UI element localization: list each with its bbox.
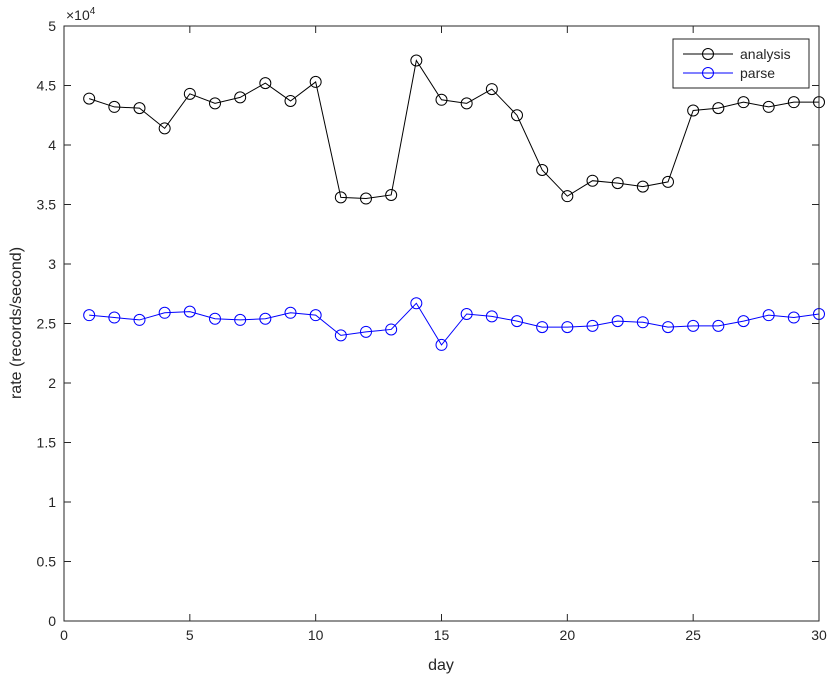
legend-label-analysis: analysis: [740, 46, 791, 62]
data-point-analysis: [712, 102, 725, 115]
data-point-parse: [787, 311, 800, 324]
y-tick-label: 1: [48, 494, 56, 510]
data-point-analysis: [662, 175, 674, 188]
y-tick-label: 3: [48, 256, 56, 272]
data-point-analysis: [309, 75, 322, 88]
data-point-parse: [385, 323, 398, 336]
data-point-analysis: [158, 122, 171, 135]
y-tick-label: 0: [48, 613, 56, 629]
series-line-parse: [89, 302, 820, 346]
data-point-analysis: [334, 191, 347, 204]
data-point-analysis: [83, 92, 96, 105]
y-tick-label: 2.5: [37, 316, 57, 332]
data-point-analysis: [133, 102, 146, 115]
data-point-parse: [712, 319, 725, 332]
series-analysis: [83, 54, 825, 205]
data-point-parse: [133, 313, 146, 326]
data-point-analysis: [385, 188, 398, 201]
y-tick-label: 4.5: [37, 78, 57, 94]
data-point-analysis: [611, 177, 624, 190]
data-point-parse: [611, 315, 624, 328]
data-point-parse: [561, 321, 574, 334]
x-tick-label: 10: [308, 627, 324, 643]
y-tick-label: 0.5: [37, 554, 57, 570]
y-exponent-power: 4: [90, 6, 96, 17]
x-tick-label: 20: [560, 627, 576, 643]
data-point-parse: [762, 309, 775, 322]
data-point-parse: [259, 312, 272, 325]
y-tick-label: 5: [48, 18, 56, 34]
y-axis-label: rate (records/second): [8, 247, 25, 399]
data-point-analysis: [435, 93, 448, 106]
legend-marker-analysis: [702, 48, 714, 60]
x-tick-label: 30: [811, 627, 827, 643]
x-tick-label: 15: [434, 627, 450, 643]
series-line-analysis: [89, 59, 819, 200]
ticks-layer: 0 5 10 15 20 25 30 0 0.5 1 1.5 2 2.5 3 3.5 4 4.5 5: [37, 18, 827, 643]
data-point-parse: [158, 306, 171, 319]
x-axis-label: day: [428, 657, 454, 674]
data-point-analysis: [561, 190, 574, 203]
data-point-parse: [234, 313, 247, 326]
data-point-parse: [334, 329, 347, 342]
data-point-analysis: [183, 87, 196, 100]
data-point-parse: [460, 307, 473, 320]
data-point-analysis: [284, 94, 297, 107]
data-point-analysis: [234, 91, 247, 104]
data-point-parse: [108, 311, 121, 324]
data-point-parse: [662, 321, 674, 334]
data-point-parse: [435, 338, 448, 351]
data-point-analysis: [762, 100, 775, 113]
data-point-parse: [687, 319, 700, 332]
data-point-analysis: [209, 97, 221, 110]
y-tick-label: 4: [48, 137, 56, 153]
data-point-analysis: [787, 96, 800, 109]
data-point-parse: [209, 312, 221, 325]
data-point-parse: [284, 306, 297, 319]
data-point-analysis: [410, 54, 423, 67]
series-layer: [83, 54, 825, 351]
data-point-analysis: [511, 109, 523, 122]
data-point-analysis: [687, 104, 700, 117]
data-point-analysis: [586, 174, 599, 187]
legend-box: [672, 38, 810, 89]
y-exponent-base: ×10: [66, 7, 90, 23]
data-point-parse: [309, 309, 322, 322]
data-point-parse: [737, 315, 750, 328]
x-tick-label: 25: [685, 627, 701, 643]
data-point-analysis: [259, 77, 272, 90]
y-tick-label: 3.5: [37, 197, 57, 213]
data-point-analysis: [737, 96, 750, 109]
data-point-analysis: [636, 180, 649, 193]
data-point-parse: [636, 316, 649, 329]
data-point-parse: [586, 319, 599, 332]
legend-marker-parse: [702, 67, 714, 79]
legend-label-parse: parse: [740, 65, 775, 81]
plot-area: [64, 26, 819, 621]
y-tick-label: 1.5: [37, 435, 57, 451]
data-point-parse: [485, 310, 498, 323]
data-point-parse: [511, 315, 523, 328]
data-point-parse: [536, 321, 549, 334]
data-point-parse: [183, 305, 196, 318]
x-tick-label: 5: [186, 627, 194, 643]
data-point-analysis: [485, 83, 498, 96]
legend: analysis parse: [672, 38, 810, 89]
data-point-parse: [360, 325, 372, 338]
x-tick-label: 0: [60, 627, 68, 643]
y-tick-label: 2: [48, 375, 56, 391]
data-point-analysis: [460, 97, 473, 110]
y-exponent-label: ×104: [66, 6, 96, 23]
series-parse: [83, 297, 825, 351]
data-point-analysis: [360, 192, 372, 205]
data-point-analysis: [108, 100, 121, 113]
data-point-parse: [83, 309, 96, 322]
data-point-parse: [410, 297, 423, 310]
data-point-analysis: [536, 163, 549, 176]
